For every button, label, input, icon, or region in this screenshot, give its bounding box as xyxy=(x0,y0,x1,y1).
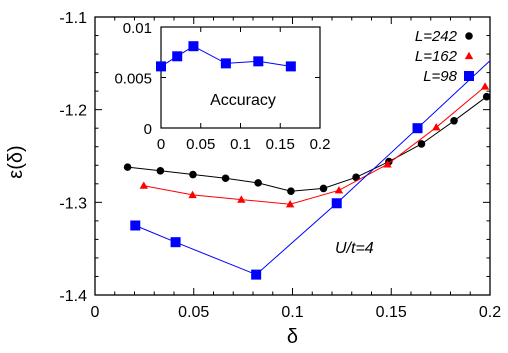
data-point xyxy=(285,199,295,208)
data-point xyxy=(450,117,458,125)
x-tick-label: 0 xyxy=(91,304,100,321)
inset-frame xyxy=(160,26,321,129)
legend-marker xyxy=(464,71,474,81)
y-tick-label: -1.1 xyxy=(59,10,87,27)
inset-data-point xyxy=(156,61,166,72)
inset-x-tick-label: 0.1 xyxy=(230,136,251,153)
data-point xyxy=(383,160,392,168)
legend-label: L=242 xyxy=(415,28,458,45)
inset-title: Accuracy xyxy=(210,92,276,109)
data-point xyxy=(417,140,426,148)
x-tick-label: 0.2 xyxy=(479,304,501,321)
inset-y-tick-label: 0 xyxy=(144,121,152,138)
data-point xyxy=(432,123,441,131)
data-point xyxy=(221,174,230,183)
data-point xyxy=(331,198,342,209)
data-point xyxy=(156,167,165,175)
inset-x-tick-label: 0.05 xyxy=(186,136,215,153)
data-point xyxy=(123,163,132,171)
inset-data-point xyxy=(285,61,296,72)
data-point xyxy=(254,179,262,187)
inset-y-tick-label: 0.01 xyxy=(123,20,152,37)
data-point xyxy=(482,92,490,101)
inset-data-point xyxy=(220,58,231,69)
inset-x-tick-label: 0.2 xyxy=(310,136,331,153)
series-line-0 xyxy=(127,96,487,192)
data-point xyxy=(251,269,262,280)
data-point xyxy=(352,173,360,182)
legend-label: L=162 xyxy=(415,48,458,65)
series-0 xyxy=(123,92,490,195)
legend-marker xyxy=(465,32,473,40)
y-tick-label: -1.2 xyxy=(59,103,87,120)
inset-plot: 0 0.05 0.1 0.15 0.2 0 0.005 0.01 Accuracy xyxy=(114,20,330,153)
series-line-1 xyxy=(143,86,486,205)
y-tick-label: -1.4 xyxy=(59,288,87,305)
series-line-2 xyxy=(135,59,490,276)
inset-y-tick-label: 0.005 xyxy=(114,71,152,88)
data-point xyxy=(139,181,148,189)
series-2 xyxy=(130,48,503,280)
x-tick-label: 0.15 xyxy=(376,304,407,321)
data-point xyxy=(237,195,246,203)
annotation-text: U/t=4 xyxy=(335,240,374,257)
data-point xyxy=(189,170,197,179)
data-point xyxy=(412,123,423,134)
legend-label: L=98 xyxy=(423,68,457,85)
legend-marker xyxy=(464,51,474,60)
series-1 xyxy=(139,82,490,208)
x-tick-label: 0.1 xyxy=(281,304,303,321)
data-point xyxy=(493,48,503,58)
inset-data-point xyxy=(188,41,199,52)
y-tick-label: -1.3 xyxy=(59,195,87,212)
legend: L=242 L=162 L=98 xyxy=(415,28,474,85)
data-point xyxy=(319,184,328,193)
x-axis-title: δ xyxy=(287,326,298,348)
data-point xyxy=(334,186,344,194)
data-point xyxy=(188,190,197,199)
main-plot: 0 0.05 0.1 0.15 0.2 -1.4 -1.3 -1.2 -1.1 δ ε(δ) L=24… xyxy=(5,10,503,348)
inset-data-point xyxy=(253,56,264,67)
x-tick-label: 0.05 xyxy=(178,304,209,321)
data-point xyxy=(170,237,181,248)
data-point xyxy=(480,82,490,90)
inset-x-tick-label: 0.15 xyxy=(266,136,295,153)
inset-x-tick-label: 0 xyxy=(157,136,165,153)
inset-data-point xyxy=(172,51,183,62)
y-axis-title: ε(δ) xyxy=(5,145,27,178)
data-point xyxy=(287,187,295,195)
data-point xyxy=(130,220,141,231)
inset-series-0 xyxy=(156,41,296,72)
